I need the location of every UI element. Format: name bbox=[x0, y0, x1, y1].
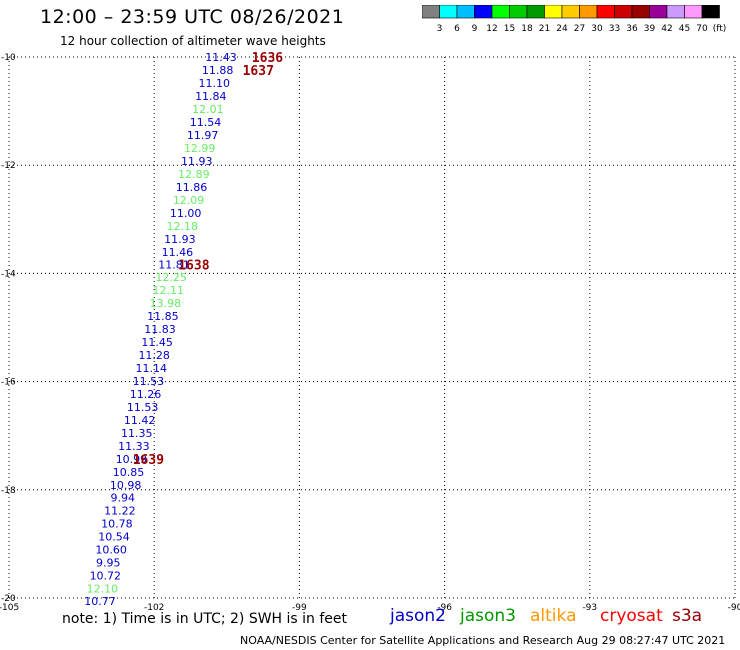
color-scale-label: 45 bbox=[679, 24, 690, 34]
y-tick-label: -18 bbox=[1, 486, 16, 496]
legend-cryosat: cryosat bbox=[600, 606, 663, 626]
wave-height-value: 10.78 bbox=[101, 517, 133, 530]
wave-height-value: 11.93 bbox=[181, 155, 213, 168]
wave-height-value: 12.10 bbox=[87, 582, 119, 595]
wave-height-value: 11.54 bbox=[190, 116, 222, 129]
wave-height-value: 11.00 bbox=[170, 207, 202, 220]
wave-height-value: 10.77 bbox=[84, 595, 116, 608]
color-swatch bbox=[701, 5, 720, 19]
color-scale-label: 27 bbox=[574, 24, 585, 34]
wave-height-value: 11.84 bbox=[195, 90, 227, 103]
time-label: 1638 bbox=[178, 259, 209, 274]
wave-height-value: 9.95 bbox=[96, 556, 121, 569]
wave-height-value: 12.99 bbox=[184, 142, 216, 155]
color-scale-label: 18 bbox=[521, 24, 533, 34]
wave-height-value: 10.60 bbox=[95, 543, 127, 556]
color-scale-label: 39 bbox=[644, 24, 656, 34]
time-label: 1636 bbox=[252, 51, 283, 66]
wave-height-value: 10.72 bbox=[90, 569, 122, 582]
time-label: 1637 bbox=[243, 64, 274, 79]
time-label: 1639 bbox=[133, 453, 164, 468]
wave-height-value: 10.99 bbox=[116, 453, 148, 466]
color-scale-label: (ft) bbox=[713, 24, 727, 34]
wave-height-value: 10.54 bbox=[98, 530, 130, 543]
wave-height-value: 11.33 bbox=[118, 440, 150, 453]
color-scale-label: 70 bbox=[696, 24, 708, 34]
x-tick-label: -105 bbox=[0, 603, 19, 613]
wave-height-value: 12.89 bbox=[178, 168, 210, 181]
legend-jason3: jason3 bbox=[460, 606, 516, 626]
wave-height-value: 11.85 bbox=[147, 310, 179, 323]
color-scale-label: 12 bbox=[486, 24, 497, 34]
wave-height-value: 11.83 bbox=[144, 323, 176, 336]
wave-height-value: 11.28 bbox=[138, 349, 170, 362]
y-tick-label: -12 bbox=[1, 161, 16, 171]
wave-height-value: 11.53 bbox=[127, 401, 159, 414]
wave-height-value: 9.94 bbox=[110, 491, 135, 504]
page-subtitle: 12 hour collection of altimeter wave hei… bbox=[60, 34, 326, 48]
wave-height-value: 13.98 bbox=[150, 297, 182, 310]
wave-height-value: 12.01 bbox=[192, 103, 224, 116]
legend-jason2: jason2 bbox=[390, 606, 446, 626]
legend-altika: altika bbox=[530, 606, 577, 626]
wave-height-value: 12.11 bbox=[152, 284, 184, 297]
x-tick-label: -102 bbox=[144, 603, 164, 613]
color-scale-label: 21 bbox=[539, 24, 550, 34]
color-scale-label: 36 bbox=[626, 24, 638, 34]
legend-s3a: s3a bbox=[672, 606, 703, 626]
color-scale-label: 9 bbox=[472, 24, 478, 34]
x-tick-label: -93 bbox=[582, 603, 597, 613]
wave-height-value: 10.98 bbox=[110, 479, 142, 492]
x-tick-label: -99 bbox=[292, 603, 307, 613]
wave-height-value: 11.14 bbox=[136, 362, 168, 375]
wave-height-value: 11.86 bbox=[176, 181, 208, 194]
page-title: 12:00 – 23:59 UTC 08/26/2021 bbox=[40, 6, 345, 28]
wave-height-value: 11.35 bbox=[121, 427, 153, 440]
wave-height-value: 11.10 bbox=[198, 77, 230, 90]
wave-height-value: 11.22 bbox=[104, 504, 136, 517]
color-scale-label: 33 bbox=[609, 24, 620, 34]
x-tick-label: -96 bbox=[437, 603, 452, 613]
units-note: note: 1) Time is in UTC; 2) SWH is in fe… bbox=[62, 611, 348, 627]
color-scale-legend: 3 6 9 12 15 18 21 24 27 30 33 36 39 42 45 70 (ft) bbox=[422, 5, 727, 34]
wave-height-value: 12.25 bbox=[155, 271, 187, 284]
wave-height-value: 11.88 bbox=[202, 64, 234, 77]
wave-height-value: 11.43 bbox=[205, 51, 237, 64]
wave-height-value: 12.18 bbox=[167, 220, 199, 233]
y-tick-label: -14 bbox=[1, 269, 16, 279]
wave-height-value: 12.09 bbox=[173, 194, 205, 207]
color-scale-label: 42 bbox=[661, 24, 672, 34]
wave-height-value: 11.46 bbox=[162, 246, 194, 259]
wave-height-value: 11.45 bbox=[141, 336, 173, 349]
y-tick-label: -10 bbox=[1, 53, 16, 63]
wave-height-value: 11.42 bbox=[124, 414, 156, 427]
x-tick-label: -90 bbox=[728, 603, 740, 613]
y-tick-label: -20 bbox=[1, 594, 16, 604]
y-tick-label: -16 bbox=[1, 378, 16, 388]
wave-height-value: 11.81 bbox=[158, 259, 190, 272]
color-scale-label: 6 bbox=[454, 24, 460, 34]
color-scale-label: 24 bbox=[556, 24, 568, 34]
wave-height-value: 11.97 bbox=[187, 129, 219, 142]
wave-height-value: 10.85 bbox=[113, 466, 145, 479]
wave-height-value: 11.93 bbox=[164, 233, 196, 246]
footer-credit: NOAA/NESDIS Center for Satellite Applica… bbox=[240, 634, 726, 647]
wave-height-value: 11.26 bbox=[130, 388, 162, 401]
wave-height-value: 11.53 bbox=[133, 375, 165, 388]
color-scale-label: 3 bbox=[437, 24, 443, 34]
color-scale-label: 15 bbox=[504, 24, 515, 34]
color-scale-label: 30 bbox=[591, 24, 603, 34]
